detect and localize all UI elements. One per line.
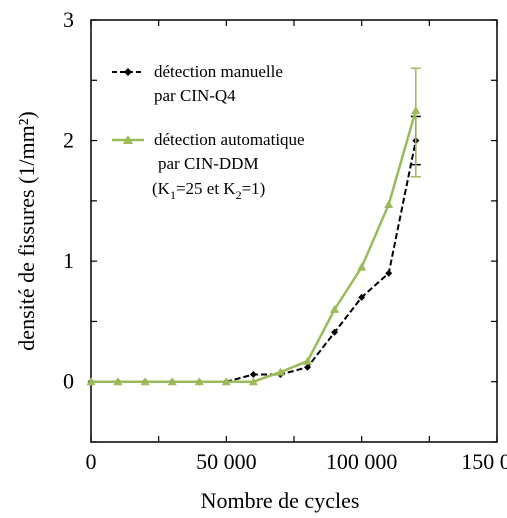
data-point bbox=[221, 377, 231, 386]
series-line bbox=[91, 110, 418, 383]
data-point bbox=[357, 262, 367, 271]
x-tick-label: 50 000 bbox=[196, 449, 257, 474]
legend-marker-manual bbox=[124, 68, 132, 76]
legend: détection manuelle par CIN-Q4 détection … bbox=[112, 62, 305, 202]
x-axis-title: Nombre de cycles bbox=[201, 488, 360, 513]
legend-label-manual-1: détection manuelle bbox=[154, 62, 283, 81]
plot-frame bbox=[90, 19, 498, 443]
legend-label-auto-2: par CIN-DDM bbox=[158, 154, 259, 173]
data-point bbox=[358, 293, 366, 301]
data-point bbox=[331, 328, 339, 336]
data-point bbox=[86, 377, 96, 386]
y-tick-label: 1 bbox=[63, 248, 74, 273]
data-point bbox=[385, 269, 393, 277]
legend-label-auto-1: détection automatique bbox=[154, 130, 305, 149]
data-point bbox=[249, 370, 257, 378]
x-tick-label: 150 000 bbox=[461, 449, 507, 474]
legend-label-auto-3: (K1=25 et K2=1) bbox=[152, 179, 265, 202]
plot-axes: 0 1 2 3 0 50 000 100 000 150 000 Nombre de cycle… bbox=[14, 7, 507, 513]
x-tick-label: 100 000 bbox=[326, 449, 398, 474]
legend-marker-auto bbox=[123, 135, 133, 144]
series-automatic bbox=[86, 67, 421, 386]
data-point bbox=[330, 304, 340, 313]
y-tick-label: 3 bbox=[63, 7, 74, 32]
data-point bbox=[113, 377, 123, 386]
data-point bbox=[411, 105, 421, 114]
data-point bbox=[384, 199, 394, 208]
x-tick-label: 0 bbox=[86, 449, 97, 474]
data-point bbox=[275, 367, 285, 376]
y-tick-label: 0 bbox=[63, 369, 74, 394]
data-point bbox=[303, 356, 313, 365]
series-line bbox=[91, 140, 417, 383]
legend-label-manual-2: par CIN-Q4 bbox=[154, 86, 236, 105]
data-point bbox=[304, 363, 312, 371]
series-layer bbox=[86, 67, 421, 386]
data-point bbox=[194, 377, 204, 386]
data-point bbox=[140, 377, 150, 386]
y-axis-title: densité de fissures (1/mm²) bbox=[14, 111, 39, 350]
data-point bbox=[248, 377, 258, 386]
y-tick-label: 2 bbox=[63, 128, 74, 153]
data-point bbox=[167, 377, 177, 386]
